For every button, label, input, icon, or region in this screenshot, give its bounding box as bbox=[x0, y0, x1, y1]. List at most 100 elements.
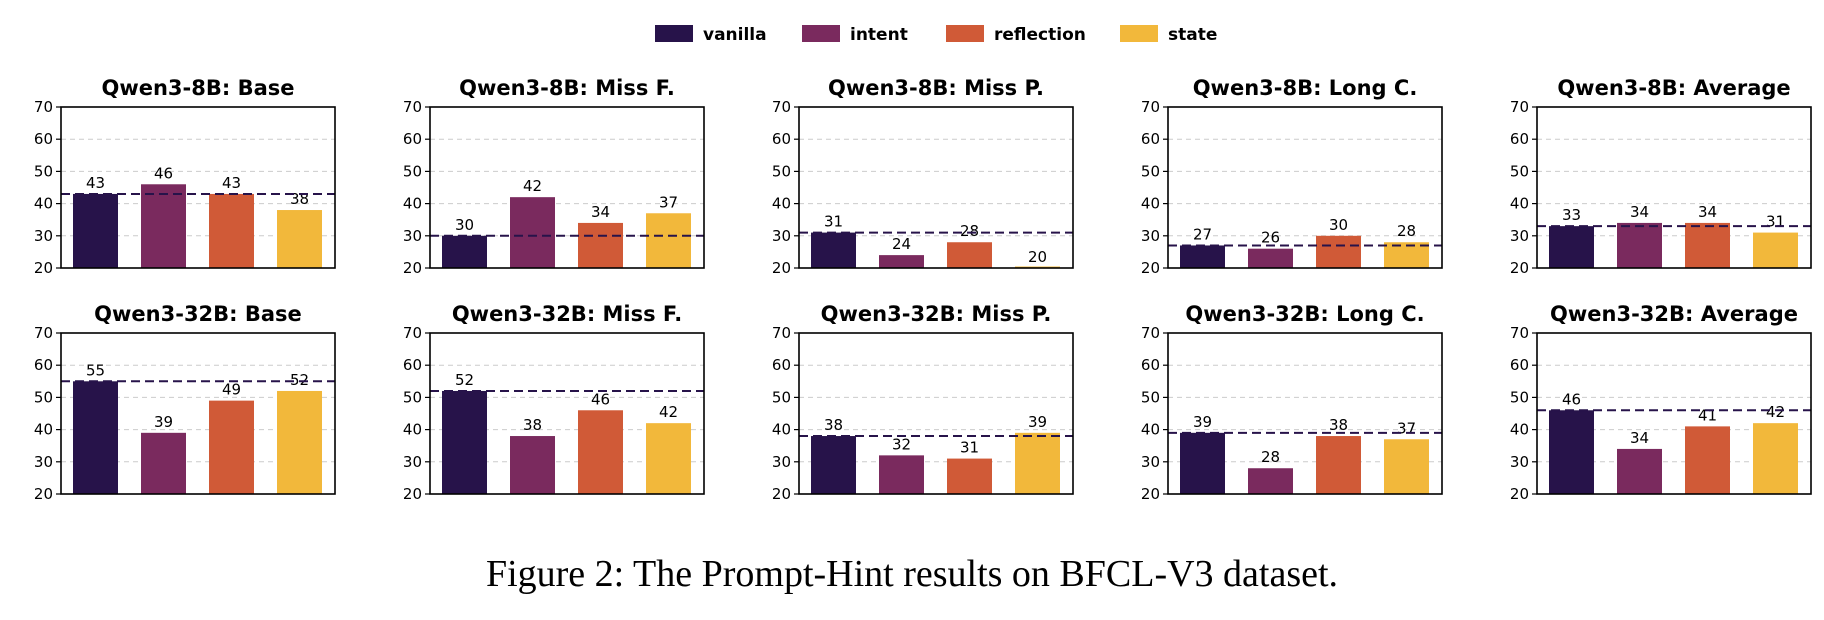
plot-frame bbox=[798, 332, 1074, 495]
bar-vanilla bbox=[73, 193, 118, 268]
data-label: 30 bbox=[1329, 216, 1348, 234]
y-tick-label: 70 bbox=[34, 324, 53, 342]
y-tick-label: 40 bbox=[403, 195, 422, 213]
chart-title: Qwen3-32B: Miss F. bbox=[452, 302, 682, 326]
bar-intent bbox=[510, 436, 555, 494]
bar-state bbox=[1015, 432, 1060, 494]
y-tick-label: 70 bbox=[34, 98, 53, 116]
data-label: 38 bbox=[523, 416, 542, 434]
y-tick-label: 60 bbox=[1510, 130, 1529, 148]
bar-state bbox=[277, 390, 322, 494]
bar-intent bbox=[510, 197, 555, 268]
plot-frame bbox=[1167, 106, 1443, 269]
bar-vanilla bbox=[1549, 226, 1594, 268]
y-tick-label: 50 bbox=[772, 162, 791, 180]
y-tick-label: 50 bbox=[1510, 388, 1529, 406]
y-tick-label: 30 bbox=[1510, 227, 1529, 245]
y-tick-label: 70 bbox=[1510, 98, 1529, 116]
data-label: 38 bbox=[1329, 416, 1348, 434]
data-label: 46 bbox=[154, 164, 173, 182]
chart-panel: Qwen3-8B: Base 20 30 40 50 60 70 43 46 43 38 bbox=[34, 76, 336, 277]
data-label: 34 bbox=[1698, 203, 1717, 221]
y-tick-label: 20 bbox=[34, 485, 53, 503]
y-tick-label: 30 bbox=[34, 453, 53, 471]
chart-title: Qwen3-32B: Base bbox=[94, 302, 302, 326]
y-tick-label: 30 bbox=[403, 227, 422, 245]
plot-frame bbox=[1536, 332, 1812, 495]
y-tick-label: 50 bbox=[403, 162, 422, 180]
chart-panel: Qwen3-32B: Miss F. 20 30 40 50 60 70 52 38 46 42 bbox=[403, 302, 705, 503]
chart-title: Qwen3-32B: Miss P. bbox=[821, 302, 1052, 326]
y-tick-label: 70 bbox=[1141, 324, 1160, 342]
data-label: 39 bbox=[1193, 413, 1212, 431]
y-tick-label: 20 bbox=[1141, 485, 1160, 503]
y-tick-label: 70 bbox=[1510, 324, 1529, 342]
plot-frame bbox=[60, 332, 336, 495]
chart-title: Qwen3-32B: Average bbox=[1550, 302, 1798, 326]
data-label: 46 bbox=[591, 390, 610, 408]
bar-intent bbox=[1617, 448, 1662, 494]
data-label: 55 bbox=[86, 361, 105, 379]
data-label: 34 bbox=[591, 203, 610, 221]
chart-title: Qwen3-8B: Average bbox=[1557, 76, 1790, 100]
y-tick-label: 50 bbox=[1510, 162, 1529, 180]
bar-vanilla bbox=[1180, 432, 1225, 494]
legend-swatch-reflection bbox=[946, 25, 984, 42]
data-label: 34 bbox=[1630, 429, 1649, 447]
data-label: 39 bbox=[154, 413, 173, 431]
data-label: 38 bbox=[824, 416, 843, 434]
plot-frame bbox=[429, 332, 705, 495]
y-tick-label: 50 bbox=[1141, 388, 1160, 406]
chart-title: Qwen3-32B: Long C. bbox=[1185, 302, 1424, 326]
y-tick-label: 60 bbox=[403, 130, 422, 148]
data-label: 28 bbox=[1261, 448, 1280, 466]
chart-title: Qwen3-8B: Long C. bbox=[1193, 76, 1418, 100]
bar-reflection bbox=[1316, 235, 1361, 268]
y-tick-label: 60 bbox=[772, 356, 791, 374]
y-tick-label: 30 bbox=[403, 453, 422, 471]
chart-panel: Qwen3-8B: Miss P. 20 30 40 50 60 70 31 24 28 20 bbox=[772, 76, 1074, 277]
bar-reflection bbox=[578, 410, 623, 494]
bar-intent bbox=[1248, 468, 1293, 494]
y-tick-label: 20 bbox=[1510, 485, 1529, 503]
y-tick-label: 40 bbox=[1141, 195, 1160, 213]
data-label: 41 bbox=[1698, 406, 1717, 424]
data-label: 28 bbox=[1397, 222, 1416, 240]
data-label: 42 bbox=[1766, 403, 1785, 421]
bar-vanilla bbox=[811, 436, 856, 494]
y-tick-label: 60 bbox=[772, 130, 791, 148]
y-tick-label: 40 bbox=[772, 195, 791, 213]
plot-frame bbox=[798, 106, 1074, 269]
bar-intent bbox=[141, 432, 186, 494]
legend-swatch-intent bbox=[802, 25, 840, 42]
bar-state bbox=[1384, 439, 1429, 494]
data-label: 26 bbox=[1261, 229, 1280, 247]
data-label: 32 bbox=[892, 435, 911, 453]
y-tick-label: 60 bbox=[1141, 130, 1160, 148]
plot-frame bbox=[1536, 106, 1812, 269]
bar-reflection bbox=[578, 222, 623, 268]
data-label: 28 bbox=[960, 222, 979, 240]
y-tick-label: 40 bbox=[34, 195, 53, 213]
legend-swatch-vanilla bbox=[655, 25, 693, 42]
data-label: 46 bbox=[1562, 390, 1581, 408]
bar-state bbox=[646, 423, 691, 494]
figure-caption: Figure 2: The Prompt-Hint results on BFC… bbox=[485, 553, 1339, 595]
y-tick-label: 70 bbox=[403, 324, 422, 342]
data-label: 31 bbox=[960, 439, 979, 457]
y-tick-label: 60 bbox=[1141, 356, 1160, 374]
data-label: 37 bbox=[1397, 419, 1416, 437]
data-label: 20 bbox=[1028, 248, 1047, 266]
y-tick-label: 70 bbox=[403, 98, 422, 116]
data-label: 37 bbox=[659, 193, 678, 211]
data-label: 34 bbox=[1630, 203, 1649, 221]
y-tick-label: 30 bbox=[1141, 227, 1160, 245]
y-tick-label: 50 bbox=[403, 388, 422, 406]
bar-state bbox=[1384, 242, 1429, 268]
y-tick-label: 40 bbox=[772, 421, 791, 439]
bar-vanilla bbox=[73, 381, 118, 494]
plot-frame bbox=[1167, 332, 1443, 495]
chart-panel: Qwen3-32B: Miss P. 20 30 40 50 60 70 38 32 31 39 bbox=[772, 302, 1074, 503]
legend-label-state: state bbox=[1168, 25, 1217, 45]
y-tick-label: 30 bbox=[1510, 453, 1529, 471]
